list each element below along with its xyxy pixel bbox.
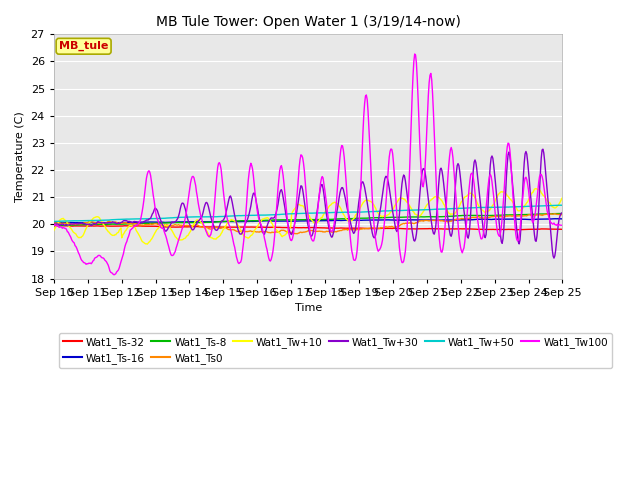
Wat1_Ts-16	[554, 216, 561, 222]
Wat1_Tw+50	[280, 211, 288, 217]
Wat1_Tw+50	[349, 209, 357, 215]
Wat1_Ts0	[434, 217, 442, 223]
Line: Wat1_Tw+50: Wat1_Tw+50	[54, 205, 563, 221]
Wat1_Ts-8	[559, 211, 566, 216]
Legend: Wat1_Ts-32, Wat1_Ts-16, Wat1_Ts-8, Wat1_Ts0, Wat1_Tw+10, Wat1_Tw+30, Wat1_Tw+50,: Wat1_Ts-32, Wat1_Ts-16, Wat1_Ts-8, Wat1_…	[59, 333, 612, 368]
Wat1_Tw+50	[50, 218, 58, 224]
Wat1_Ts0	[559, 212, 566, 218]
Wat1_Ts-8	[53, 223, 61, 228]
Line: Wat1_Tw+30: Wat1_Tw+30	[54, 149, 563, 258]
Wat1_Ts-32	[50, 223, 58, 228]
Wat1_Ts-16	[349, 217, 357, 223]
Wat1_Ts-32	[351, 225, 358, 231]
Line: Wat1_Tw+10: Wat1_Tw+10	[54, 189, 563, 244]
Wat1_Tw+10	[390, 204, 398, 209]
Wat1_Tw+30	[140, 219, 148, 225]
Wat1_Tw+30	[433, 210, 440, 216]
Wat1_Ts-8	[390, 215, 398, 220]
Wat1_Ts0	[180, 223, 188, 228]
Line: Wat1_Ts-8: Wat1_Ts-8	[54, 214, 563, 226]
Wat1_Ts-32	[390, 225, 398, 231]
Wat1_Ts-16	[50, 220, 58, 226]
Wat1_Tw+10	[351, 215, 358, 221]
Wat1_Tw+50	[433, 206, 440, 212]
Text: MB_tule: MB_tule	[59, 41, 108, 51]
Wat1_Ts-32	[58, 223, 65, 228]
Wat1_Tw100	[390, 171, 398, 177]
Line: Wat1_Ts-32: Wat1_Ts-32	[54, 226, 563, 230]
Wat1_Tw+50	[140, 216, 148, 222]
Wat1_Tw100	[110, 272, 118, 277]
Wat1_Ts0	[551, 211, 559, 216]
Line: Wat1_Ts0: Wat1_Ts0	[54, 214, 563, 234]
Wat1_Tw+10	[143, 241, 151, 247]
Wat1_Tw100	[281, 190, 289, 195]
Wat1_Ts-8	[281, 217, 289, 223]
Wat1_Ts-32	[141, 223, 148, 229]
Wat1_Tw+10	[434, 194, 442, 200]
Wat1_Tw+50	[559, 202, 566, 208]
Wat1_Tw100	[141, 190, 148, 196]
Wat1_Tw+10	[559, 194, 566, 200]
Wat1_Tw+10	[140, 240, 148, 246]
Wat1_Tw+30	[50, 221, 58, 227]
Wat1_Ts-32	[434, 226, 442, 232]
Wat1_Ts-32	[182, 224, 189, 230]
Wat1_Tw+30	[280, 199, 288, 205]
Wat1_Ts-8	[182, 219, 189, 225]
Wat1_Ts-32	[515, 227, 522, 233]
Line: Wat1_Tw100: Wat1_Tw100	[54, 54, 563, 275]
Wat1_Tw+10	[532, 186, 540, 192]
Wat1_Ts-16	[280, 218, 288, 224]
Wat1_Tw+10	[281, 232, 289, 238]
Wat1_Ts-32	[281, 225, 289, 230]
Wat1_Tw+10	[50, 228, 58, 233]
Wat1_Tw100	[411, 51, 419, 57]
X-axis label: Time: Time	[294, 303, 322, 313]
Line: Wat1_Ts-16: Wat1_Ts-16	[54, 219, 563, 223]
Wat1_Tw100	[559, 223, 566, 228]
Wat1_Ts-16	[140, 219, 148, 225]
Y-axis label: Temperature (C): Temperature (C)	[15, 111, 25, 202]
Title: MB Tule Tower: Open Water 1 (3/19/14-now): MB Tule Tower: Open Water 1 (3/19/14-now…	[156, 15, 461, 29]
Wat1_Tw100	[351, 257, 358, 263]
Wat1_Ts-16	[559, 216, 566, 222]
Wat1_Ts-32	[559, 227, 566, 232]
Wat1_Tw100	[435, 226, 442, 231]
Wat1_Tw100	[182, 214, 189, 220]
Wat1_Ts-8	[141, 220, 148, 226]
Wat1_Tw+30	[390, 213, 397, 219]
Wat1_Ts0	[50, 220, 58, 226]
Wat1_Ts0	[280, 228, 288, 233]
Wat1_Ts-8	[351, 216, 358, 221]
Wat1_Ts0	[292, 231, 300, 237]
Wat1_Ts0	[140, 222, 148, 228]
Wat1_Tw+10	[182, 235, 189, 241]
Wat1_Tw+30	[539, 146, 547, 152]
Wat1_Tw+30	[349, 230, 357, 236]
Wat1_Ts-8	[558, 211, 566, 216]
Wat1_Ts0	[351, 227, 358, 232]
Wat1_Ts-16	[390, 217, 397, 223]
Wat1_Ts-8	[434, 214, 442, 220]
Wat1_Tw100	[50, 222, 58, 228]
Wat1_Tw+30	[559, 210, 566, 216]
Wat1_Ts0	[390, 225, 398, 230]
Wat1_Tw+30	[180, 204, 188, 210]
Wat1_Ts-16	[180, 219, 188, 225]
Wat1_Ts-16	[433, 217, 440, 223]
Wat1_Tw+50	[180, 215, 188, 220]
Wat1_Tw+50	[390, 208, 397, 214]
Wat1_Tw+30	[550, 255, 558, 261]
Wat1_Ts-8	[50, 223, 58, 228]
